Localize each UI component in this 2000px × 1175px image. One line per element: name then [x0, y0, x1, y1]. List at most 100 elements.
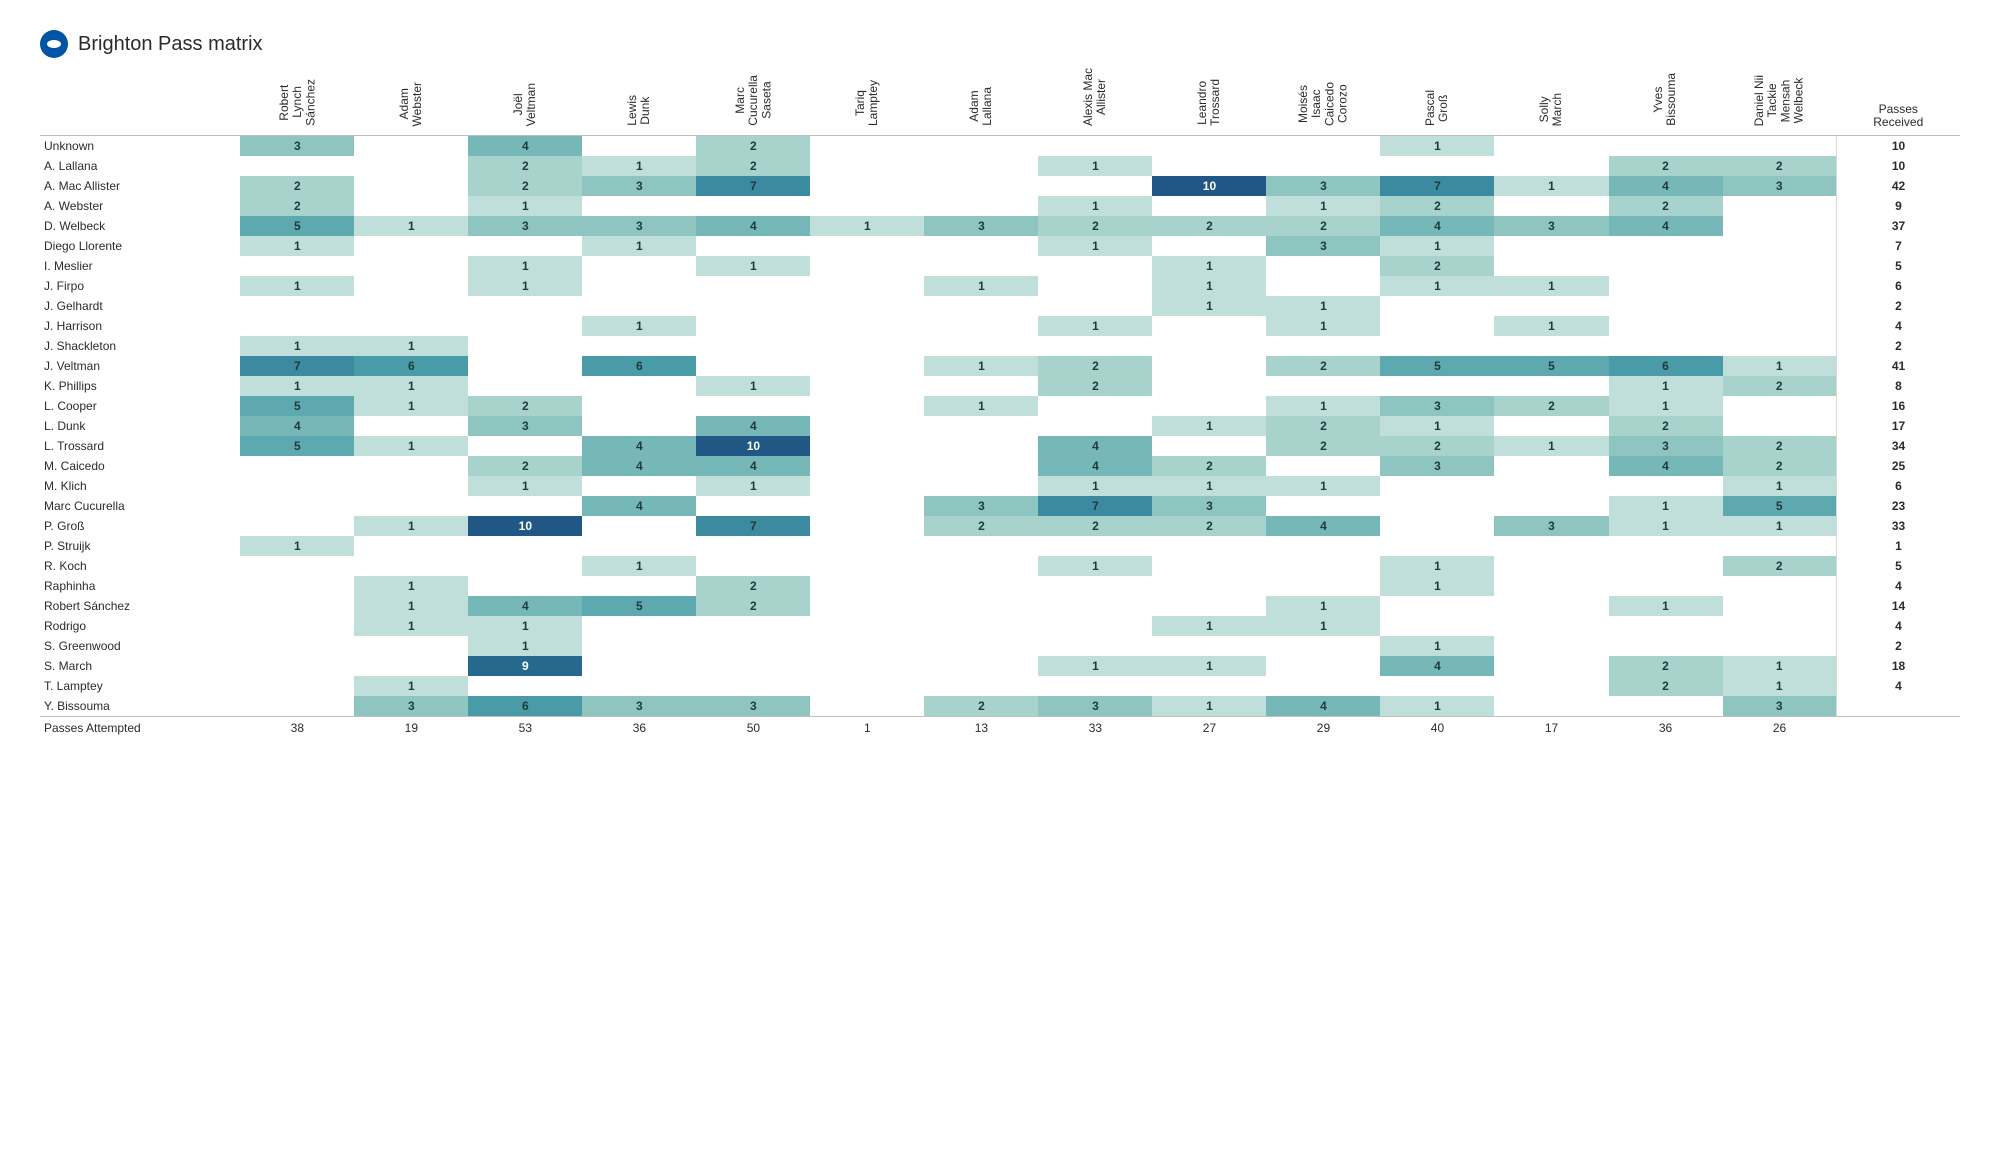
matrix-cell	[696, 676, 810, 696]
matrix-cell	[1266, 376, 1380, 396]
matrix-cell	[468, 316, 582, 336]
row-total: 25	[1837, 456, 1960, 476]
matrix-cell: 3	[924, 496, 1038, 516]
row-total: 33	[1837, 516, 1960, 536]
matrix-cell	[1266, 136, 1380, 157]
matrix-cell: 1	[1038, 316, 1152, 336]
totals-column-header: Passes Received	[1837, 68, 1960, 136]
row-total: 17	[1837, 416, 1960, 436]
matrix-cell	[1380, 536, 1494, 556]
column-header: Adam Webster	[354, 68, 468, 136]
matrix-cell: 1	[1152, 476, 1266, 496]
table-row: D. Welbeck513341322243437	[40, 216, 1960, 236]
matrix-cell: 3	[1266, 176, 1380, 196]
column-header: Solly March	[1494, 68, 1608, 136]
matrix-cell: 1	[354, 396, 468, 416]
matrix-cell	[1038, 276, 1152, 296]
matrix-cell	[924, 296, 1038, 316]
matrix-cell: 2	[924, 516, 1038, 536]
matrix-cell	[924, 176, 1038, 196]
matrix-cell: 4	[582, 496, 696, 516]
column-header: Marc Cucurella Saseta	[696, 68, 810, 136]
matrix-cell: 1	[1609, 376, 1723, 396]
matrix-cell: 1	[240, 376, 354, 396]
matrix-cell	[1494, 496, 1608, 516]
row-label: J. Veltman	[40, 356, 240, 376]
matrix-cell: 1	[354, 336, 468, 356]
pass-matrix-table: Robert Lynch SánchezAdam WebsterJoël Vel…	[40, 68, 1960, 735]
matrix-cell	[1266, 576, 1380, 596]
matrix-cell	[468, 536, 582, 556]
row-label: A. Mac Allister	[40, 176, 240, 196]
column-header: Joël Veltman	[468, 68, 582, 136]
row-total: 6	[1837, 476, 1960, 496]
matrix-cell	[1266, 276, 1380, 296]
matrix-cell: 6	[1609, 356, 1723, 376]
matrix-cell	[240, 516, 354, 536]
matrix-cell: 1	[1038, 196, 1152, 216]
matrix-cell	[810, 376, 924, 396]
column-total: 27	[1152, 717, 1266, 736]
matrix-cell: 1	[468, 196, 582, 216]
matrix-cell: 1	[1723, 356, 1837, 376]
matrix-cell: 5	[240, 396, 354, 416]
matrix-cell	[924, 556, 1038, 576]
column-total: 36	[582, 717, 696, 736]
matrix-cell	[924, 616, 1038, 636]
matrix-cell	[354, 476, 468, 496]
matrix-cell: 4	[1266, 516, 1380, 536]
matrix-cell	[810, 696, 924, 717]
matrix-cell: 2	[1152, 456, 1266, 476]
column-header: Pascal Groß	[1380, 68, 1494, 136]
matrix-cell	[354, 496, 468, 516]
matrix-cell	[1494, 136, 1608, 157]
matrix-cell: 1	[354, 436, 468, 456]
matrix-cell	[1038, 636, 1152, 656]
matrix-cell	[1723, 236, 1837, 256]
matrix-cell	[1266, 256, 1380, 276]
matrix-cell: 4	[582, 456, 696, 476]
matrix-cell	[1609, 316, 1723, 336]
matrix-cell	[810, 156, 924, 176]
matrix-cell: 4	[1266, 696, 1380, 717]
matrix-cell	[1609, 696, 1723, 717]
matrix-cell	[468, 576, 582, 596]
row-total: 18	[1837, 656, 1960, 676]
table-row: M. Caicedo2444234225	[40, 456, 1960, 476]
matrix-cell: 5	[1723, 496, 1837, 516]
row-total: 42	[1837, 176, 1960, 196]
matrix-cell: 4	[468, 596, 582, 616]
matrix-cell	[1266, 656, 1380, 676]
matrix-cell	[810, 416, 924, 436]
matrix-cell: 1	[1380, 236, 1494, 256]
matrix-cell: 7	[1038, 496, 1152, 516]
row-total: 7	[1837, 236, 1960, 256]
matrix-cell	[1152, 636, 1266, 656]
table-row: P. Struijk11	[40, 536, 1960, 556]
matrix-cell	[240, 556, 354, 576]
matrix-cell	[582, 376, 696, 396]
matrix-cell	[1609, 136, 1723, 157]
matrix-cell: 1	[1038, 476, 1152, 496]
matrix-cell	[1038, 296, 1152, 316]
table-row: I. Meslier11125	[40, 256, 1960, 276]
matrix-cell: 1	[240, 336, 354, 356]
matrix-cell	[240, 496, 354, 516]
matrix-cell: 3	[1380, 456, 1494, 476]
row-label: Rodrigo	[40, 616, 240, 636]
matrix-cell: 1	[354, 676, 468, 696]
matrix-cell: 1	[1723, 656, 1837, 676]
table-row: S. Greenwood112	[40, 636, 1960, 656]
matrix-cell	[582, 656, 696, 676]
matrix-cell	[1723, 196, 1837, 216]
matrix-cell: 1	[696, 376, 810, 396]
matrix-cell: 1	[1609, 496, 1723, 516]
matrix-cell	[1723, 536, 1837, 556]
matrix-cell	[810, 536, 924, 556]
row-label: Y. Bissouma	[40, 696, 240, 717]
column-total: 40	[1380, 717, 1494, 736]
matrix-cell: 1	[1038, 556, 1152, 576]
matrix-cell	[1152, 536, 1266, 556]
matrix-cell: 1	[354, 596, 468, 616]
column-total: 19	[354, 717, 468, 736]
